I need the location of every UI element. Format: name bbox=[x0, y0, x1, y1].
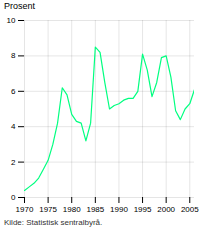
svg-text:1990: 1990 bbox=[110, 205, 128, 214]
svg-text:4: 4 bbox=[11, 122, 16, 131]
svg-text:0: 0 bbox=[11, 193, 16, 202]
svg-text:2: 2 bbox=[11, 158, 16, 167]
svg-text:2005: 2005 bbox=[181, 205, 199, 214]
html-text:Kilde: Statistisk sentralbyrå.: Kilde: Statistisk sentralbyrå. bbox=[4, 218, 103, 227]
svg-text:1985: 1985 bbox=[86, 205, 104, 214]
svg-text:10: 10 bbox=[7, 16, 16, 25]
svg-text:1980: 1980 bbox=[63, 205, 81, 214]
svg-text:1975: 1975 bbox=[39, 205, 57, 214]
svg-text:1970: 1970 bbox=[16, 205, 34, 214]
svg-text:2000: 2000 bbox=[157, 205, 175, 214]
svg-text:8: 8 bbox=[11, 51, 16, 60]
html-text:Prosent: Prosent bbox=[4, 1, 35, 11]
svg-text:1995: 1995 bbox=[134, 205, 152, 214]
svg-text:6: 6 bbox=[11, 87, 16, 96]
